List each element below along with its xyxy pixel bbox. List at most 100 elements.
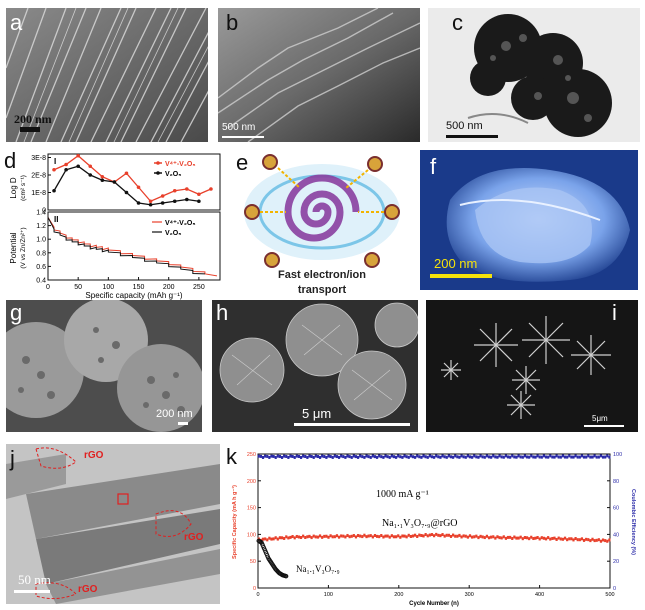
k-red-point	[378, 535, 381, 539]
k-ytick-left-label: 0	[253, 586, 256, 592]
k-ce-point	[369, 455, 372, 459]
top-series-point	[64, 167, 68, 172]
k-ce-point	[293, 455, 296, 459]
k-ce-point	[359, 454, 362, 458]
k-ce-point	[553, 455, 556, 459]
top-series-point	[76, 164, 80, 169]
top-series-line-1	[53, 154, 212, 203]
bottom-xtick-label: 0	[46, 284, 50, 291]
bottom-ytick-label: 0.8	[36, 250, 46, 257]
k-red-point	[468, 534, 472, 538]
k-ce-point	[464, 455, 467, 459]
k-ce-point	[578, 455, 581, 459]
k-ytick-right-label: 40	[613, 532, 619, 538]
k-ce-point	[456, 455, 459, 459]
k-red-point	[346, 533, 349, 537]
k-red-point	[597, 538, 600, 542]
k-red-point	[411, 534, 415, 538]
k-ce-point	[502, 455, 505, 459]
k-ce-point	[261, 455, 265, 459]
legend-bottom-series1: V⁴⁺-V₂O₅	[165, 220, 196, 227]
k-red-point	[380, 534, 383, 538]
k-ce-point	[591, 455, 594, 459]
k-ce-point	[574, 454, 577, 458]
k-red-point	[289, 535, 292, 539]
k-red-point	[498, 536, 501, 540]
scale-bar-text-g: 200 nm	[156, 408, 193, 420]
k-ce-point	[449, 455, 453, 459]
k-red-point	[329, 534, 332, 538]
k-ce-point	[270, 454, 273, 458]
k-red-point	[582, 538, 586, 542]
k-ce-point	[525, 455, 529, 459]
k-ce-point	[276, 454, 279, 458]
k-red-point	[580, 537, 584, 541]
top-ytick-label: 0	[42, 208, 46, 215]
k-red-point	[302, 534, 305, 538]
k-ce-point	[570, 455, 573, 459]
k-ytick-right-label: 80	[613, 479, 619, 485]
k-red-point	[304, 536, 307, 540]
k-red-point	[456, 534, 459, 538]
top-series-point	[88, 173, 93, 177]
k-red-point	[599, 539, 603, 543]
k-ce-point	[563, 455, 567, 459]
bottom-ytick-label: 1.4	[36, 210, 46, 217]
k-red-point	[331, 535, 334, 539]
k-ce-point	[314, 454, 317, 458]
k-red-point	[278, 536, 282, 540]
k-red-point	[589, 539, 592, 543]
k-ce-point	[371, 454, 374, 458]
k-red-point	[333, 535, 336, 539]
k-ce-point	[555, 454, 558, 458]
k-ce-point	[466, 454, 469, 458]
k-ce-point	[367, 455, 370, 459]
k-ce-point	[471, 455, 474, 459]
k-ce-point	[416, 454, 419, 458]
sem-image-flower-spheres	[212, 300, 418, 432]
bottom-yunit: (V vs Zn/Zn²⁺)	[20, 227, 27, 268]
k-ce-point	[335, 455, 339, 459]
top-series-point	[148, 199, 153, 204]
k-red-point	[536, 536, 539, 540]
panel-g: g 200 nm	[6, 300, 202, 432]
k-red-point	[471, 535, 474, 539]
k-red-point	[323, 534, 326, 538]
panel-label-g: g	[10, 300, 23, 325]
panel-e: e Fast electron/ion transport	[230, 150, 410, 300]
k-ce-point	[405, 455, 408, 459]
k-ce-point	[422, 454, 425, 458]
k-red-point	[299, 536, 303, 540]
k-red-point	[403, 534, 406, 538]
k-ce-point	[363, 455, 366, 459]
k-red-point	[570, 537, 573, 541]
k-ce-point	[291, 454, 294, 458]
k-red-point	[352, 534, 355, 538]
panel-a: a 200 nm	[6, 8, 208, 142]
k-red-point	[576, 538, 579, 542]
k-ce-point	[420, 455, 423, 459]
k-red-point	[433, 534, 436, 538]
k-red-point	[310, 536, 313, 540]
k-ytick-left-label: 100	[247, 532, 256, 538]
k-red-point	[405, 535, 408, 539]
chart-top-frame	[47, 153, 221, 211]
k-ce-point	[384, 454, 387, 458]
k-red-point	[316, 535, 320, 539]
k-ce-point	[479, 454, 482, 458]
panel-label-k: k	[226, 444, 237, 469]
top-series-point	[197, 192, 201, 197]
bottom-xtick-label: 150	[133, 284, 145, 291]
legend-bottom-series2: V₂O₅	[165, 230, 181, 237]
roman-label-top: I	[54, 157, 56, 166]
k-ce-point	[517, 454, 520, 458]
roman-label-bottom: II	[54, 215, 58, 224]
k-red-point	[479, 534, 482, 538]
k-red-point	[426, 534, 429, 538]
k-red-point	[337, 535, 341, 539]
k-ce-point	[515, 455, 518, 459]
k-ce-point	[597, 455, 600, 459]
k-red-point	[361, 535, 364, 539]
k-red-point	[515, 536, 518, 540]
k-red-point	[274, 536, 277, 540]
